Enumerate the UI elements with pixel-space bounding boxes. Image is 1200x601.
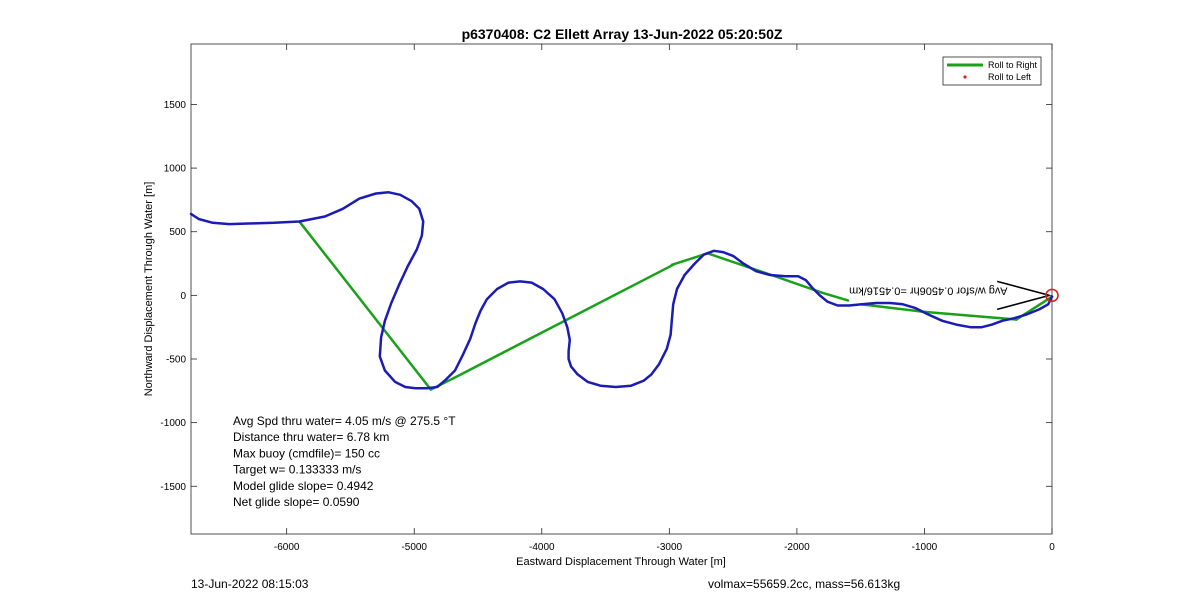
x-tick-label: -6000 — [274, 542, 300, 553]
footer-timestamp: 13-Jun-2022 08:15:03 — [191, 577, 309, 591]
stats-line: Net glide slope= 0.0590 — [233, 495, 360, 509]
legend-label-roll-right: Roll to Right — [988, 60, 1038, 70]
x-tick-label: -5000 — [401, 542, 427, 553]
glide-segment — [298, 220, 433, 391]
footer-volmax-mass: volmax=55659.2cc, mass=56.613kg — [708, 577, 901, 591]
y-axis-label: Northward Displacement Through Water [m] — [143, 182, 155, 397]
x-tick-label: -1000 — [912, 542, 938, 553]
y-tick-label: 1000 — [164, 164, 187, 175]
legend-label-roll-left: Roll to Left — [988, 72, 1032, 82]
glide-segment — [452, 263, 675, 380]
stats-line: Max buoy (cmdfile)= 150 cc — [233, 446, 380, 460]
x-tick-label: 0 — [1049, 542, 1055, 553]
plot-area — [190, 43, 1053, 535]
track-line — [189, 191, 1054, 390]
stats-line: Avg Spd thru water= 4.05 m/s @ 275.5 °T — [233, 414, 456, 428]
x-axis: -6000 -5000 -4000 -3000 -2000 -1000 0 — [274, 44, 1055, 553]
glide-segment — [923, 310, 1018, 321]
stats-line: Distance thru water= 6.78 km — [233, 430, 389, 444]
stats-block: Avg Spd thru water= 4.05 m/s @ 275.5 °T D… — [233, 414, 456, 509]
legend: Roll to Right Roll to Left — [942, 56, 1042, 86]
legend-box — [942, 56, 1042, 86]
y-tick-label: 500 — [169, 227, 186, 238]
x-tick-label: -4000 — [529, 542, 555, 553]
glide-segment — [859, 303, 926, 314]
direction-arrow — [996, 294, 1050, 311]
stats-line: Model glide slope= 0.4942 — [233, 479, 374, 493]
y-tick-label: 1500 — [164, 100, 187, 111]
glide-segment — [821, 291, 850, 302]
y-axis: -1500 -1000 -500 0 500 1000 1500 — [160, 100, 1052, 493]
legend-marker-roll-left — [963, 75, 967, 79]
x-axis-label: Eastward Displacement Through Water [m] — [516, 556, 726, 568]
stats-line: Target w= 0.133333 m/s — [233, 463, 361, 477]
x-tick-label: -3000 — [657, 542, 683, 553]
y-tick-label: -1000 — [160, 418, 186, 429]
x-tick-label: -2000 — [784, 542, 810, 553]
y-tick-label: -500 — [166, 355, 186, 366]
y-tick-label: 0 — [180, 291, 186, 302]
chart-title: p6370408: C2 Ellett Array 13-Jun-2022 05… — [462, 26, 783, 42]
direction-arrow — [996, 280, 1050, 297]
inverted-annotation: Avg w/sfor 0.4506hr =0.4516/km — [849, 284, 1007, 296]
y-tick-label: -1500 — [160, 482, 186, 493]
end-marker — [1045, 288, 1059, 303]
plot-layer: Avg w/sfor 0.4506hr =0.4516/km — [189, 191, 1059, 391]
